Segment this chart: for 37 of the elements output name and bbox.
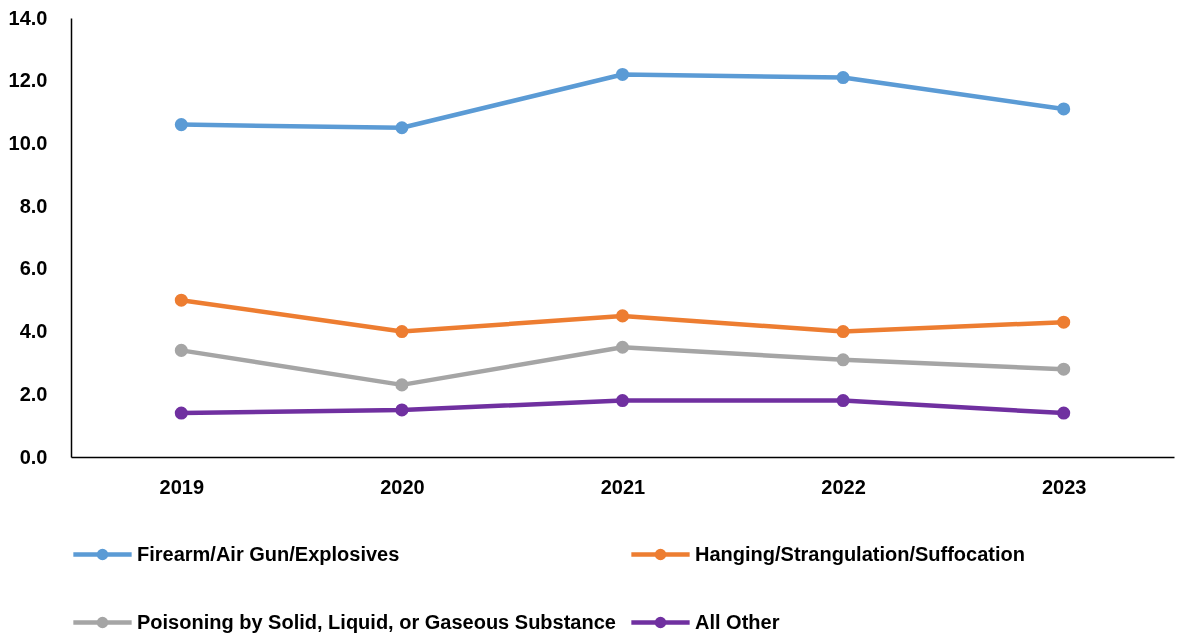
point	[174, 118, 188, 132]
y-tick-label: 4.0	[19, 320, 48, 343]
y-tick-label: 12.0	[8, 69, 48, 92]
point	[1057, 102, 1071, 116]
point	[174, 406, 188, 420]
point	[174, 293, 188, 307]
y-tick-label: 0.0	[19, 445, 48, 468]
y-tick-label: 6.0	[19, 257, 48, 280]
x-tick-label: 2021	[600, 475, 646, 498]
point	[615, 340, 630, 354]
x-tick-label: 2023	[1041, 475, 1087, 498]
legend-label: All Other	[695, 610, 780, 633]
point	[1057, 362, 1071, 376]
point	[836, 394, 850, 408]
point	[174, 343, 188, 357]
y-tick-label: 14.0	[8, 6, 48, 29]
point	[836, 71, 850, 85]
point	[836, 353, 850, 367]
y-tick-label: 2.0	[19, 382, 48, 405]
point	[1057, 406, 1071, 420]
legend-label: Hanging/Strangulation/Suffocation	[695, 542, 1025, 565]
legend-label: Firearm/Air Gun/Explosives	[137, 542, 400, 565]
x-tick-label: 2020	[380, 475, 425, 498]
point	[615, 67, 630, 81]
y-tick-label: 8.0	[19, 194, 48, 217]
y-tick-label: 10.0	[8, 131, 48, 154]
point	[615, 309, 630, 323]
point	[395, 403, 409, 417]
point	[1057, 315, 1071, 329]
point	[836, 325, 850, 339]
point	[395, 121, 409, 135]
x-tick-label: 2019	[159, 475, 205, 498]
x-tick-label: 2022	[821, 475, 866, 498]
legend-label: Poisoning by Solid, Liquid, or Gaseous Substance	[137, 610, 616, 633]
point	[395, 325, 409, 339]
point	[395, 378, 409, 392]
point	[615, 394, 630, 408]
